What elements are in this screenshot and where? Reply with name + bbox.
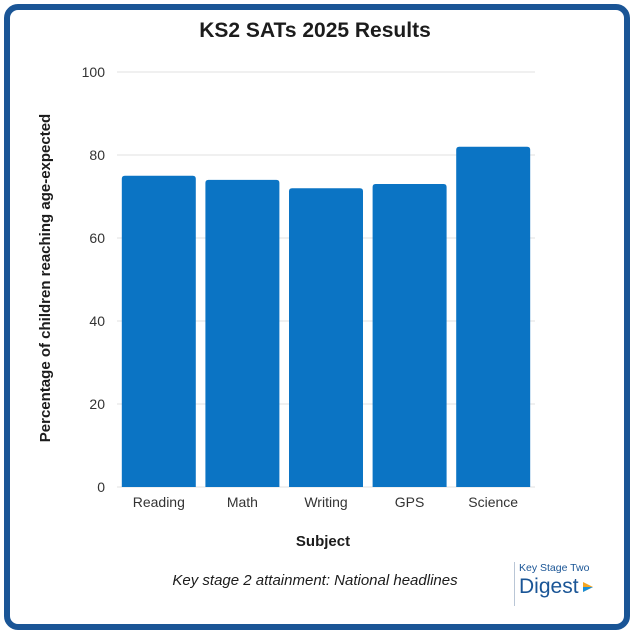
y-tick-label: 100 bbox=[82, 64, 106, 80]
y-tick-label: 0 bbox=[97, 479, 105, 495]
bar-science bbox=[456, 146, 531, 487]
x-axis-ticks: Reading Math Writing GPS Science bbox=[133, 494, 519, 510]
play-arrow-icon bbox=[582, 582, 593, 592]
y-tick-label: 20 bbox=[89, 396, 105, 412]
y-axis-label: Percentage of children reaching age-expe… bbox=[37, 114, 54, 442]
bar-writing bbox=[289, 188, 363, 487]
logo-name: Digest bbox=[519, 575, 579, 598]
y-tick-label: 40 bbox=[89, 313, 105, 329]
y-tick-label: 60 bbox=[89, 230, 105, 246]
x-tick-label: Science bbox=[468, 494, 518, 510]
y-axis-ticks: 0 20 40 60 80 100 bbox=[82, 64, 106, 495]
y-tick-label: 80 bbox=[89, 147, 105, 163]
x-tick-label: Writing bbox=[304, 494, 347, 510]
logo-wordmark: Digest bbox=[519, 574, 615, 600]
x-tick-label: Reading bbox=[133, 494, 185, 510]
brand-logo: Key Stage Two Digest bbox=[514, 562, 615, 606]
logo-subtitle: Key Stage Two bbox=[519, 562, 590, 574]
bar-gps bbox=[372, 184, 447, 488]
x-tick-label: GPS bbox=[395, 494, 425, 510]
x-tick-label: Math bbox=[227, 494, 258, 510]
bar-reading bbox=[121, 175, 196, 487]
bars bbox=[121, 146, 531, 488]
chart-title: KS2 SATs 2025 Results bbox=[199, 19, 431, 42]
bar-math bbox=[205, 179, 280, 487]
chart-caption: Key stage 2 attainment: National headlin… bbox=[172, 572, 458, 589]
x-axis-label: Subject bbox=[296, 533, 350, 550]
